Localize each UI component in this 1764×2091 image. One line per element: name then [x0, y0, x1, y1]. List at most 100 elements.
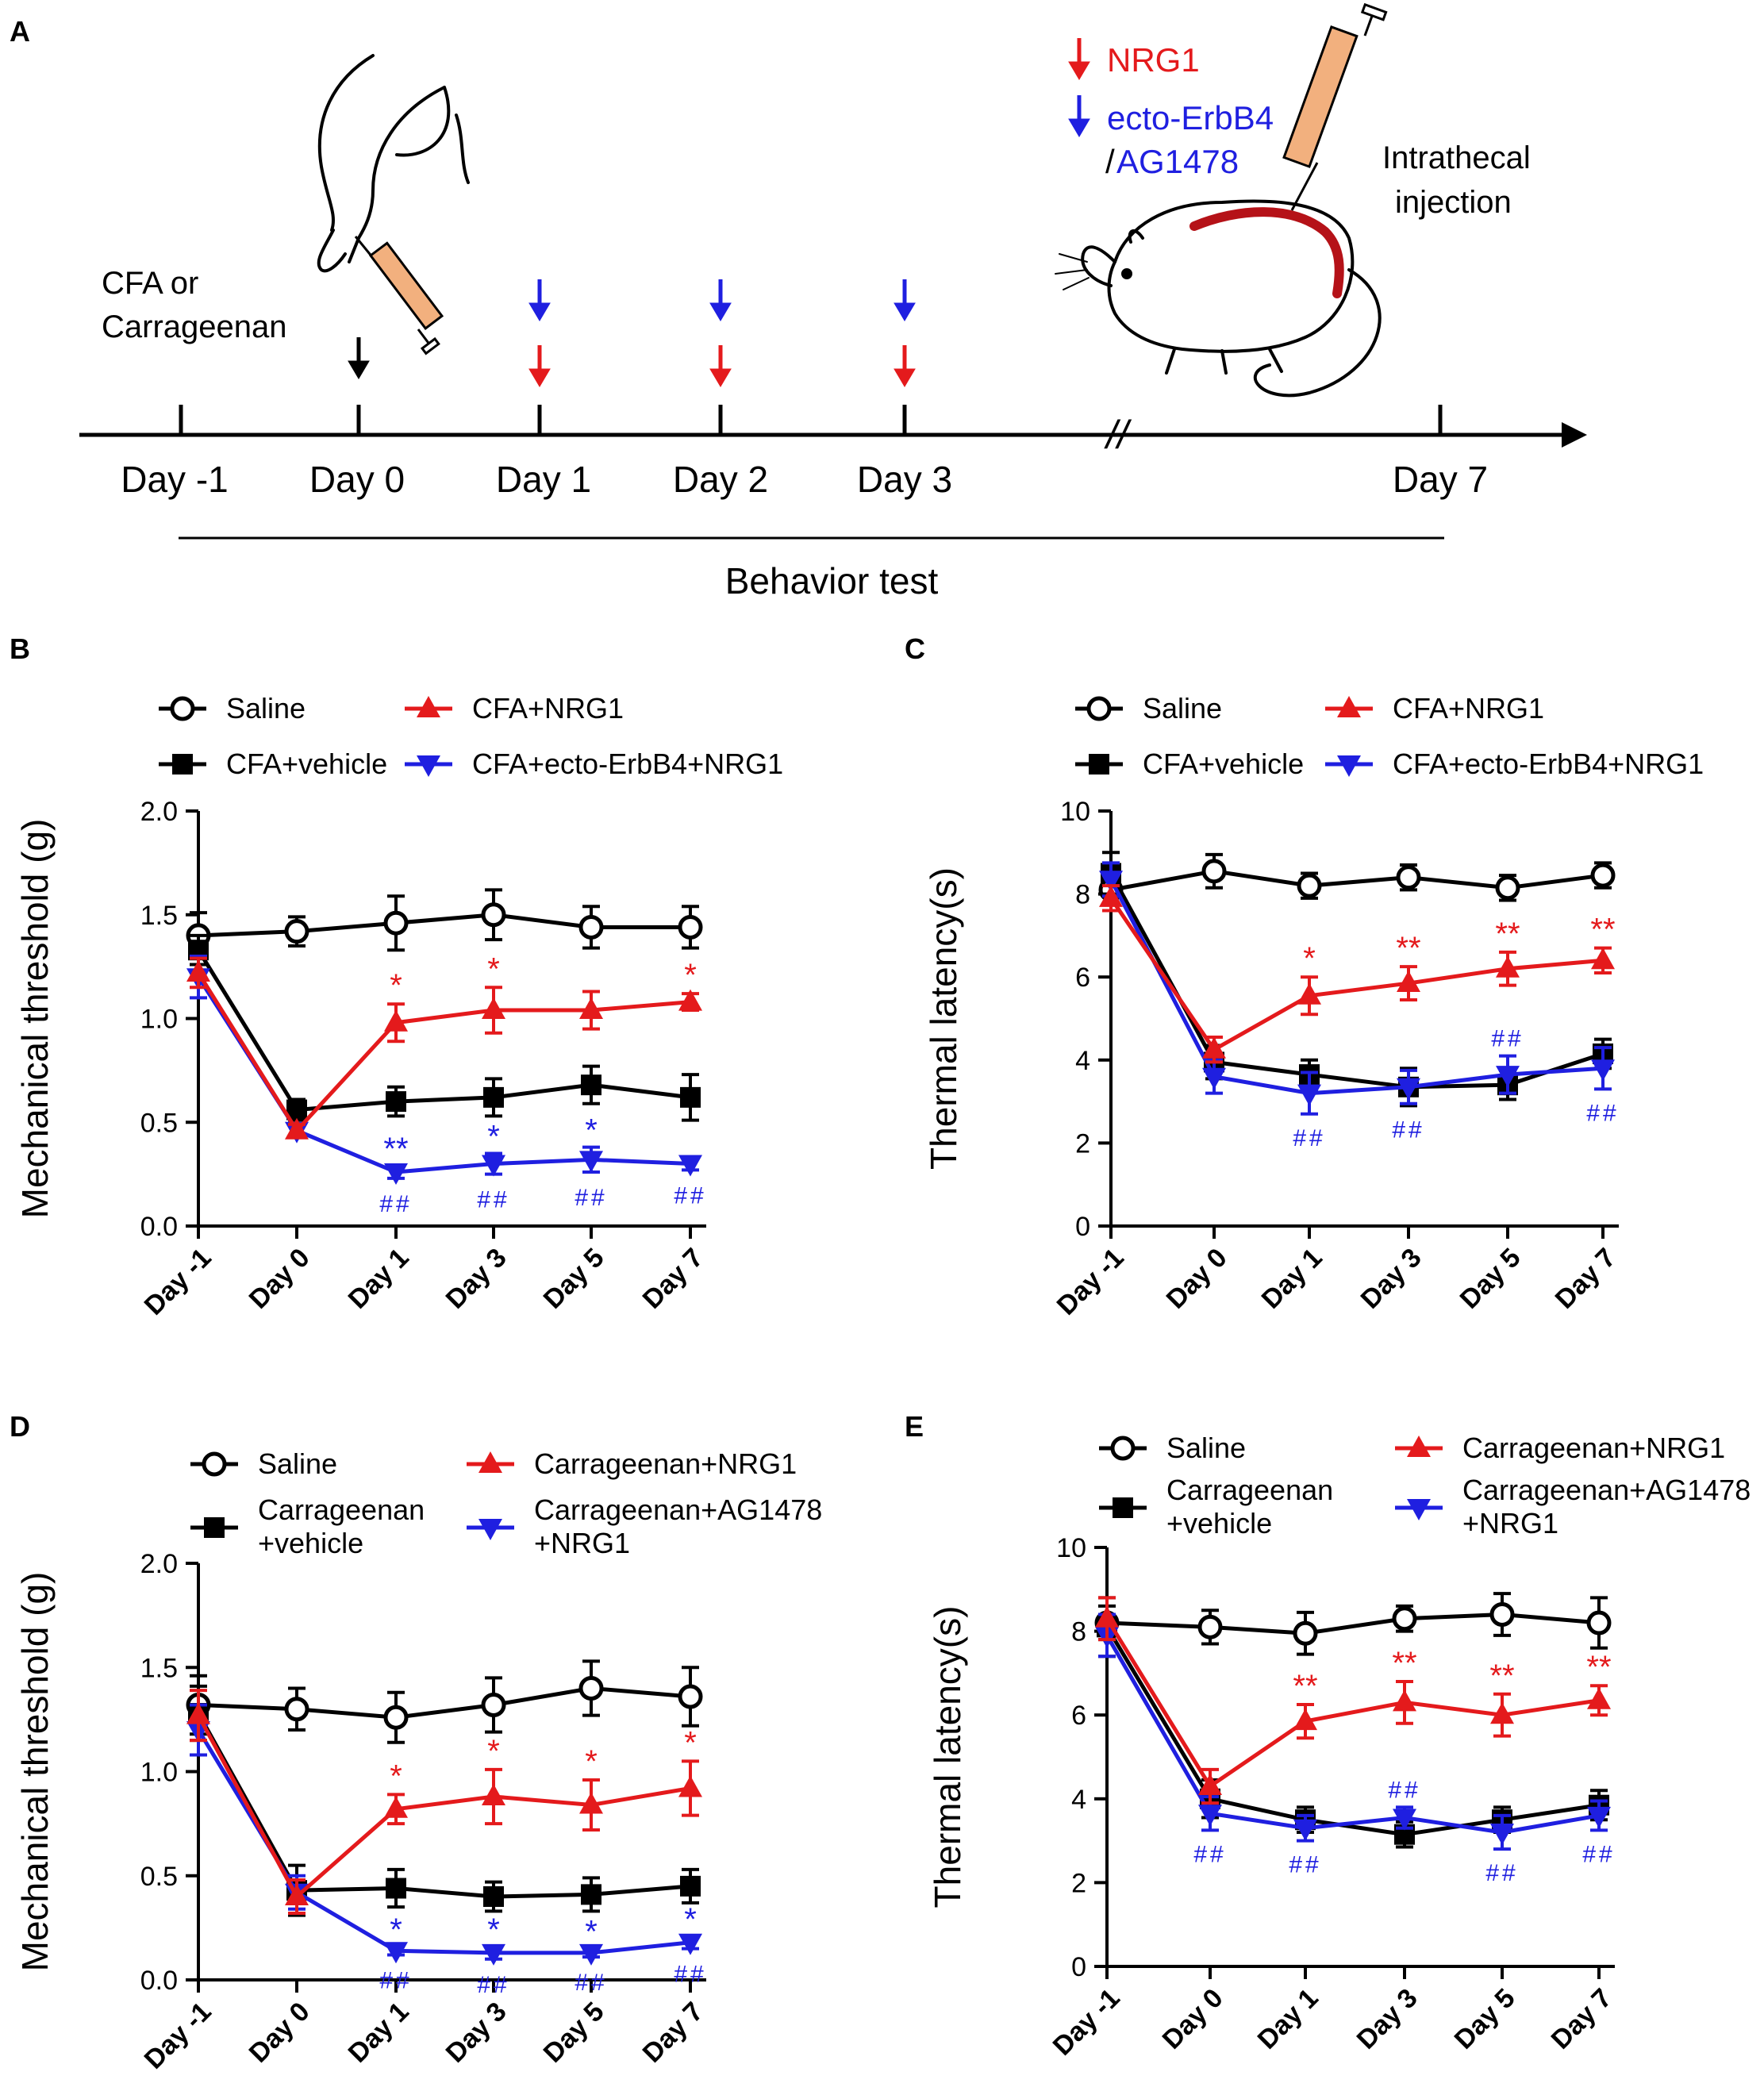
legend-label: Carrageenan: [258, 1493, 425, 1526]
x-tick-label: Day -1: [1047, 1983, 1126, 2062]
data-point: [579, 1151, 603, 1173]
x-tick-label: Day 5: [1455, 1243, 1527, 1315]
red-significance: **: [1586, 1650, 1611, 1685]
data-point: [384, 1796, 408, 1818]
y-tick-label: 0.0: [140, 1212, 178, 1242]
data-point: [579, 1943, 603, 1966]
data-point: [1293, 1620, 1318, 1646]
series-saline: [1098, 852, 1616, 913]
legend-marker: [1110, 1436, 1136, 1461]
y-axis-label: Mechanical threshold (g): [14, 1572, 56, 1972]
series-cfa-vehicle: [1101, 851, 1613, 1108]
blue-significance: *: [487, 1912, 500, 1947]
data-point: [1587, 1806, 1611, 1828]
legend-label: Saline: [226, 692, 306, 725]
data-point: [678, 1155, 702, 1177]
series-line: [1106, 1612, 1600, 1636]
x-tick-label: Day 3: [1355, 1243, 1428, 1315]
legend-item: Saline: [159, 692, 306, 725]
x-tick-label: Day 5: [1449, 1983, 1521, 2055]
red-significance: **: [1293, 1669, 1317, 1704]
data-point: [481, 902, 506, 928]
data-point: [1490, 1702, 1514, 1724]
significance-marks: *******########: [379, 951, 703, 1217]
series-carrageenan-vehicle: [1097, 1596, 1609, 1849]
x-tick-label: Day 5: [538, 1243, 610, 1315]
panel-c-chart: C Saline CFA+NRG1 CFA+vehicle CFA+ecto-ErbB4…: [905, 632, 1704, 1321]
legend-item: Saline: [190, 1447, 337, 1480]
rat-illustration: [1055, 199, 1382, 398]
paw-syringe-icon: [354, 236, 444, 356]
data-point: [578, 914, 604, 940]
rat-head: [1081, 245, 1116, 287]
x-tick-label: Day 0: [1161, 1243, 1233, 1315]
behavior-test-label: Behavior test: [725, 560, 939, 602]
induction-label-line1: CFA or: [102, 266, 198, 301]
legend-marker: [1089, 754, 1109, 775]
data-point: [1393, 1689, 1416, 1712]
data-point: [1202, 1067, 1226, 1090]
data-point: [1495, 875, 1520, 901]
blue-significance: *: [390, 1912, 402, 1947]
day-label-7: Day 7: [1393, 459, 1488, 500]
x-tick-label: Day 7: [1546, 1983, 1618, 2055]
blue-significance: **: [383, 1132, 408, 1167]
legend-item: Saline: [1075, 692, 1222, 725]
y-tick-label: 0.5: [140, 1862, 178, 1892]
data-point: [680, 1875, 701, 1897]
legend-label: Carrageenan+NRG1: [534, 1447, 797, 1480]
x-tick-label: Day 3: [1351, 1983, 1424, 2055]
day-label-2: Day 2: [673, 459, 768, 500]
data-point: [1095, 1605, 1119, 1628]
legend-marker: [478, 1519, 502, 1540]
induction-label-line2: Carrageenan: [102, 309, 287, 344]
x-tick-label: Day 7: [637, 1997, 709, 2069]
significance-marks: * * * * * * * * ## ## ## ##: [379, 1725, 703, 1997]
y-tick-label: 1.0: [140, 1758, 178, 1788]
data-point: [284, 919, 309, 944]
data-point: [678, 989, 702, 1011]
legend-label: CFA+ecto-ErbB4+NRG1: [472, 748, 783, 780]
rat-legs: [1165, 348, 1283, 375]
legend-marker: [202, 1451, 227, 1477]
rat-spinal-cord: [1189, 207, 1344, 298]
legend-label: Carrageenan+AG1478: [1462, 1474, 1751, 1506]
panel-b-chart: B Saline CFA+NRG1 CFA+vehicle CFA+ecto-ErbB4…: [10, 632, 783, 1321]
data-point: [384, 1942, 408, 1964]
red-significance: *: [390, 968, 402, 1003]
data-point: [1099, 871, 1123, 893]
legend-label: CFA+vehicle: [1143, 748, 1304, 780]
day-label-1: Day 1: [496, 459, 591, 500]
data-point: [386, 1878, 406, 1899]
legend-label: CFA+NRG1: [1393, 692, 1544, 725]
paw-outline: [317, 229, 347, 273]
blue-hash: ##: [379, 1968, 412, 1994]
legend-label: Carrageenan+NRG1: [1462, 1432, 1725, 1464]
timeline-ticks: [179, 405, 1443, 435]
red-significance: *: [487, 1734, 500, 1769]
x-tick-label: Day 0: [244, 1997, 316, 2069]
red-significance: *: [684, 1725, 697, 1760]
legend-label: CFA+ecto-ErbB4+NRG1: [1393, 748, 1704, 780]
data-point: [678, 1775, 702, 1797]
data-point: [581, 1074, 601, 1096]
data-point: [384, 1163, 408, 1186]
red-significance: **: [1489, 1659, 1514, 1693]
panel-a-timeline: A // Day -1 Day 0 Day 1 Day 2 Day 3 Day …: [10, 2, 1587, 602]
legend-nrg1-text: NRG1: [1107, 41, 1200, 79]
x-tick-label: Day -1: [1051, 1243, 1130, 1321]
data-point: [1397, 971, 1420, 993]
legend-marker: [1337, 755, 1361, 777]
legend-slash: /: [1105, 143, 1115, 180]
induction-arrow: [348, 337, 369, 379]
data-point: [680, 1086, 701, 1108]
data-point: [186, 1702, 210, 1724]
x-tick-label: Day 0: [244, 1243, 316, 1315]
legend-marker: [1407, 1436, 1431, 1457]
legend-label: Saline: [1166, 1432, 1246, 1464]
finger-outline: [395, 86, 451, 157]
data-point: [1496, 955, 1520, 978]
blue-significance: *: [585, 1915, 598, 1950]
data-point: [1202, 1036, 1226, 1059]
data-point: [581, 1884, 601, 1905]
